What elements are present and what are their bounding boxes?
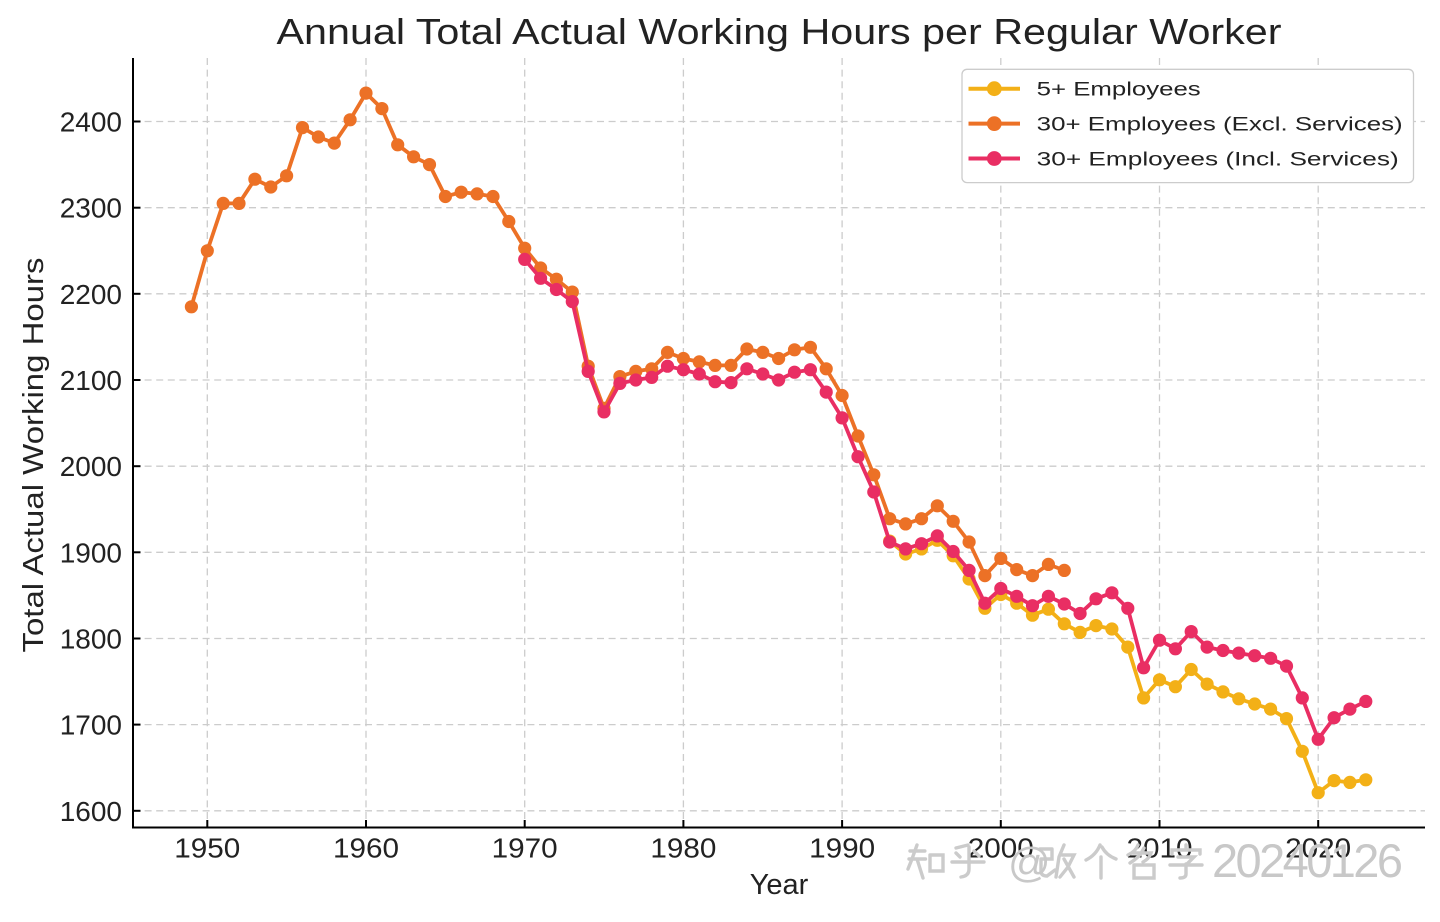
svg-text:2000: 2000 <box>60 451 122 482</box>
svg-text:1990: 1990 <box>809 833 875 864</box>
svg-text:30+ Employees (Incl. Services): 30+ Employees (Incl. Services) <box>1037 149 1399 171</box>
svg-text:2020: 2020 <box>1285 833 1351 864</box>
svg-text:2000: 2000 <box>968 833 1034 864</box>
svg-text:Annual Total Actual Working Ho: Annual Total Actual Working Hours per Re… <box>277 11 1282 52</box>
svg-text:1800: 1800 <box>60 624 122 655</box>
svg-text:Total Actual Working Hours: Total Actual Working Hours <box>18 258 50 653</box>
svg-text:1980: 1980 <box>650 833 716 864</box>
svg-text:20240126: 20240126 <box>1212 834 1403 887</box>
svg-text:1960: 1960 <box>333 833 399 864</box>
svg-text:Year: Year <box>750 869 809 901</box>
svg-text:5+ Employees: 5+ Employees <box>1037 79 1201 101</box>
svg-text:1950: 1950 <box>174 833 240 864</box>
svg-text:1700: 1700 <box>60 710 122 741</box>
svg-text:30+ Employees (Excl. Services): 30+ Employees (Excl. Services) <box>1037 114 1403 136</box>
svg-text:1900: 1900 <box>60 537 122 568</box>
svg-text:1970: 1970 <box>492 833 558 864</box>
svg-text:@: @ <box>1008 839 1051 886</box>
svg-text:2300: 2300 <box>60 193 122 224</box>
svg-text:2400: 2400 <box>60 107 122 138</box>
svg-text:1600: 1600 <box>60 796 122 827</box>
svg-text:2100: 2100 <box>60 365 122 396</box>
svg-text:2200: 2200 <box>60 279 122 310</box>
